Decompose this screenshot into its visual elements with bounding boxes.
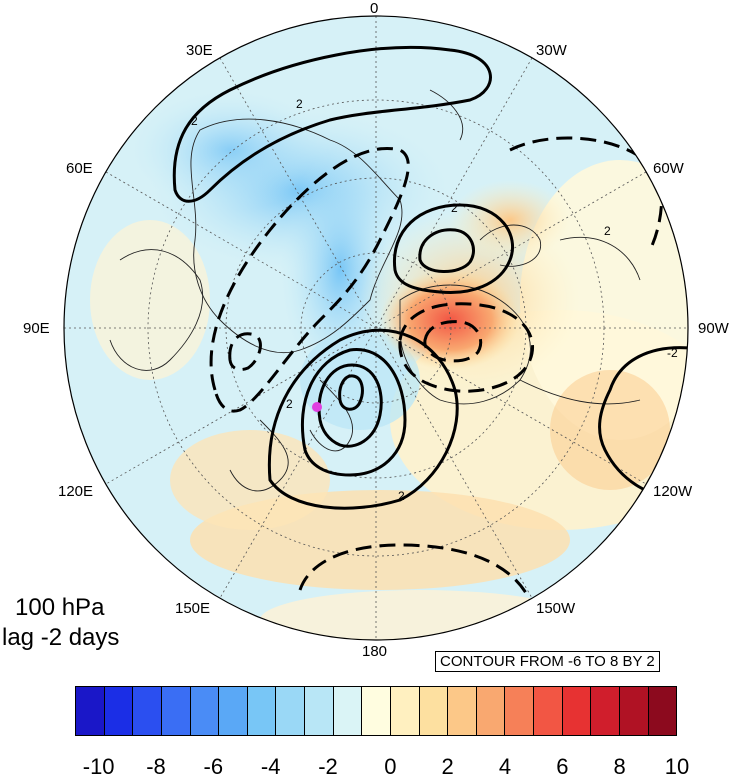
colorbar-tick-label: -6 [203, 754, 224, 779]
colorbar-swatch [219, 687, 248, 735]
colorbar-swatch [76, 687, 105, 735]
contour-labels: 2 2 2 2 2 2 -2 [191, 97, 678, 503]
colorbar-swatch [476, 687, 506, 735]
colorbar-tick-label: 2 [441, 754, 454, 779]
colorbar-swatch [534, 687, 563, 735]
colorbar-tick-label: 6 [556, 754, 569, 779]
colorbar-tick-label: -8 [146, 754, 166, 779]
colorbar-swatch [619, 687, 649, 735]
contour-negative-atlantic [509, 136, 664, 251]
colorbar-swatch [305, 687, 334, 735]
panel-annotation: 100 hPa lag -2 days [2, 593, 119, 653]
colorbar-swatch [448, 687, 477, 735]
location-marker [312, 402, 322, 412]
colorbar-tick-label: 4 [498, 754, 512, 779]
contour-negative-canada [398, 302, 534, 393]
contour-label: 2 [191, 114, 198, 128]
contours-negative [209, 136, 664, 601]
lon-label-30w: 30W [536, 42, 567, 59]
contour-label: -2 [667, 346, 678, 360]
contour-positive-pacific-2 [300, 348, 407, 477]
coastlines [109, 89, 641, 492]
lon-label-120e: 120E [58, 483, 94, 500]
contour-label: 2 [296, 97, 303, 111]
contour-label: 2 [604, 224, 611, 238]
lon-label-0: 0 [370, 0, 379, 17]
contour-negative-pacific-south [298, 543, 532, 601]
colorbar-swatch [390, 687, 420, 735]
contour-info-box: CONTOUR FROM -6 TO 8 BY 2 [435, 651, 660, 672]
lon-label-180: 180 [362, 643, 388, 660]
colorbar-swatch [648, 687, 677, 735]
colorbar-swatch [133, 687, 162, 735]
colorbar-swatch [276, 687, 305, 735]
colorbar-swatch [247, 687, 277, 735]
colorbar-swatch [333, 687, 363, 735]
lag-label: lag -2 days [2, 624, 120, 651]
level-label: 100 hPa [15, 594, 105, 621]
contour-positive-greenland-inner [418, 228, 475, 273]
contour-positive-greenland-outer [392, 203, 515, 295]
colorbar-tick-label: 0 [384, 754, 397, 779]
contour-negative-canada-inner [423, 320, 483, 363]
colorbar-swatch [562, 687, 592, 735]
lon-label-60w: 60W [653, 160, 684, 177]
contour-label: 2 [451, 201, 458, 215]
colorbar-swatch [419, 687, 449, 735]
contour-positive-pacific-3 [317, 363, 383, 448]
contour-label: 2 [398, 489, 405, 503]
contour-positive-pacific-4 [338, 374, 364, 411]
colorbar-swatch [591, 687, 620, 735]
colorbar-swatch [104, 687, 134, 735]
contour-label: 2 [286, 397, 293, 411]
colorbar-tick-label: 10 [664, 754, 690, 779]
colorbar-swatch [505, 687, 534, 735]
lon-label-30e: 30E [186, 42, 213, 59]
colorbar-tick-label: -10 [82, 754, 115, 779]
lon-label-120w: 120W [653, 483, 693, 500]
lon-label-90w: 90W [698, 320, 729, 337]
colorbar-tick-label: 8 [613, 754, 626, 779]
globe-border [63, 15, 689, 641]
contour-negative-siberia [209, 147, 410, 413]
contour-positive-eurasia [172, 45, 492, 203]
colorbar [75, 686, 677, 736]
colorbar-tick-label: -4 [260, 754, 281, 779]
colorbar-tick-label: -2 [318, 754, 338, 779]
colorbar-swatch [190, 687, 220, 735]
colorbar-swatch [362, 687, 391, 735]
lon-label-90e: 90E [23, 320, 50, 337]
contour-negative-siberia-inner [228, 332, 262, 372]
colorbar-swatch [161, 687, 191, 735]
lon-label-150w: 150W [536, 600, 576, 617]
lon-label-150e: 150E [175, 600, 211, 617]
lon-label-60e: 60E [66, 160, 93, 177]
